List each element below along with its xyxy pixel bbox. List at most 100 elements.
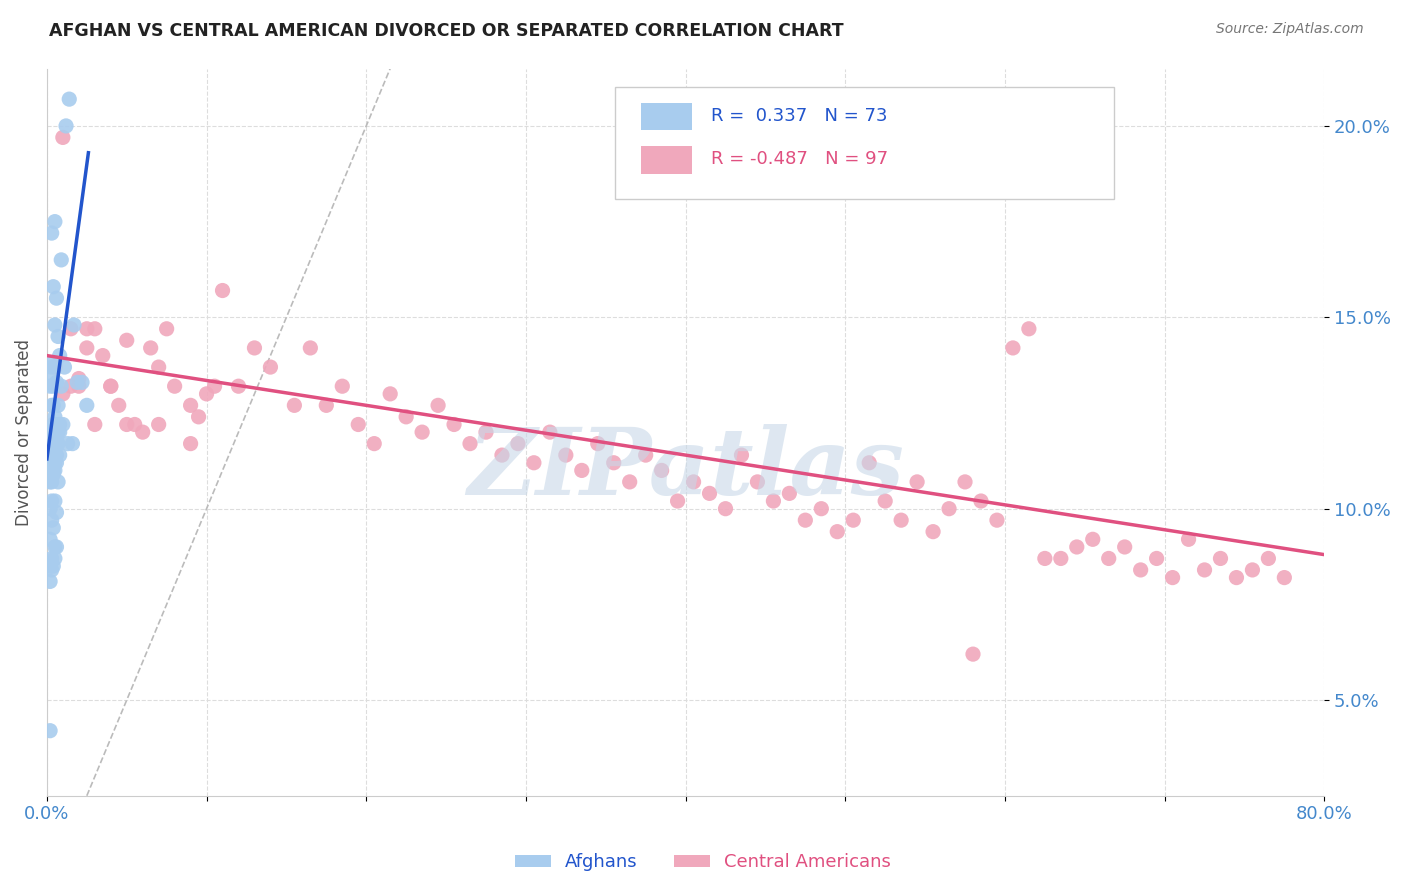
Point: [395, 409, 418, 424]
Point: [1177, 533, 1199, 547]
Point: [1272, 571, 1295, 585]
Point: [76, 322, 98, 336]
Point: [1209, 551, 1232, 566]
Point: [411, 425, 433, 439]
Point: [44, 494, 66, 508]
Point: [44, 463, 66, 477]
Point: [58, 92, 80, 106]
Point: [59, 379, 82, 393]
Point: [195, 387, 218, 401]
Point: [44, 540, 66, 554]
Point: [283, 398, 305, 412]
Point: [39, 559, 62, 574]
Point: [1225, 571, 1247, 585]
Point: [1257, 551, 1279, 566]
Point: [875, 494, 897, 508]
Point: [67, 379, 90, 393]
Point: [48, 425, 70, 439]
Point: [52, 130, 75, 145]
Point: [211, 284, 233, 298]
Point: [45, 506, 67, 520]
Point: [39, 356, 62, 370]
Point: [48, 417, 70, 432]
Text: AFGHAN VS CENTRAL AMERICAN DIVORCED OR SEPARATED CORRELATION CHART: AFGHAN VS CENTRAL AMERICAN DIVORCED OR S…: [49, 22, 844, 40]
Point: [45, 540, 67, 554]
Legend: Afghans, Central Americans: Afghans, Central Americans: [508, 847, 898, 879]
Point: [571, 463, 593, 477]
Point: [44, 551, 66, 566]
Point: [427, 398, 450, 412]
Point: [938, 501, 960, 516]
Point: [41, 494, 63, 508]
Point: [44, 214, 66, 228]
Point: [139, 341, 162, 355]
Point: [41, 456, 63, 470]
Point: [970, 494, 993, 508]
Point: [363, 436, 385, 450]
Point: [315, 398, 337, 412]
Point: [45, 291, 67, 305]
Point: [953, 475, 976, 489]
Point: [730, 448, 752, 462]
Point: [42, 279, 65, 293]
Point: [55, 119, 77, 133]
Point: [115, 333, 138, 347]
Point: [42, 398, 65, 412]
Point: [41, 398, 63, 412]
Point: [91, 349, 114, 363]
Point: [41, 425, 63, 439]
Point: [107, 398, 129, 412]
Point: [1129, 563, 1152, 577]
Point: [330, 379, 353, 393]
Point: [51, 379, 73, 393]
Point: [42, 417, 65, 432]
Point: [42, 436, 65, 450]
Point: [156, 322, 179, 336]
Point: [163, 379, 186, 393]
Point: [42, 467, 65, 482]
Point: [41, 563, 63, 577]
Point: [100, 379, 122, 393]
Point: [1241, 563, 1264, 577]
Point: [1049, 551, 1071, 566]
Point: [491, 448, 513, 462]
Point: [1114, 540, 1136, 554]
Point: [48, 448, 70, 462]
Point: [45, 436, 67, 450]
Point: [634, 448, 657, 462]
Y-axis label: Divorced or Separated: Divorced or Separated: [15, 339, 32, 525]
Point: [651, 463, 673, 477]
Point: [586, 436, 609, 450]
Point: [66, 376, 89, 390]
Point: [842, 513, 865, 527]
Point: [986, 513, 1008, 527]
Point: [1066, 540, 1088, 554]
Point: [131, 425, 153, 439]
Point: [1081, 533, 1104, 547]
Point: [41, 448, 63, 462]
Point: [44, 360, 66, 375]
Point: [45, 448, 67, 462]
Point: [51, 252, 73, 267]
Text: R = -0.487   N = 97: R = -0.487 N = 97: [711, 151, 889, 169]
Point: [42, 463, 65, 477]
Point: [714, 501, 737, 516]
Point: [39, 574, 62, 589]
Point: [228, 379, 250, 393]
Point: [39, 379, 62, 393]
Point: [259, 360, 281, 375]
Point: [1033, 551, 1056, 566]
Point: [699, 486, 721, 500]
Point: [380, 387, 402, 401]
Text: R =  0.337   N = 73: R = 0.337 N = 73: [711, 107, 887, 125]
Point: [70, 376, 93, 390]
Point: [76, 398, 98, 412]
Text: ZIPatlas: ZIPatlas: [467, 424, 904, 514]
Point: [682, 475, 704, 489]
Point: [42, 448, 65, 462]
Point: [347, 417, 370, 432]
Point: [46, 329, 69, 343]
Point: [83, 322, 105, 336]
Point: [39, 475, 62, 489]
Point: [475, 425, 498, 439]
